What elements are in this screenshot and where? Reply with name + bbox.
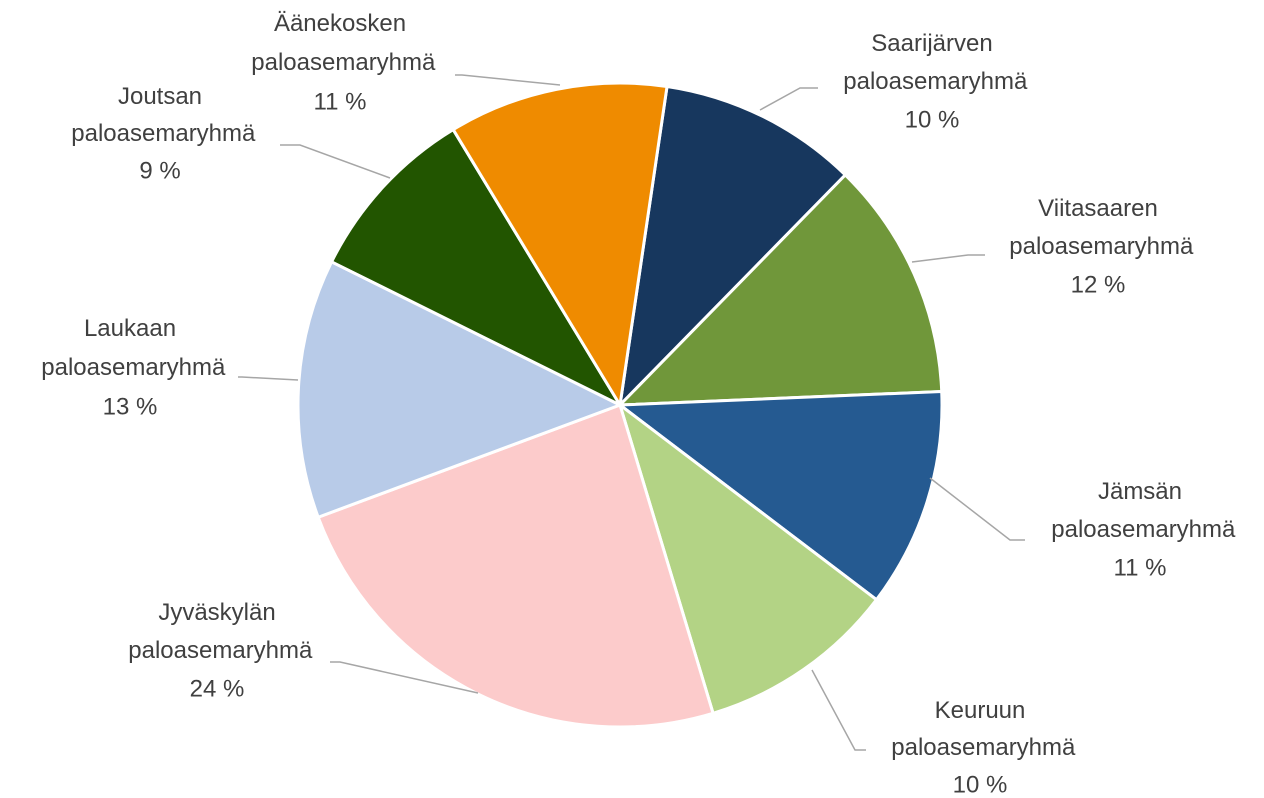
category-label: Keuruun paloasemaryhmä <box>885 697 1076 761</box>
leader-line <box>280 144 391 179</box>
leader-line <box>455 74 561 86</box>
leader-line <box>759 87 818 111</box>
leader-line <box>811 669 866 751</box>
value-label: 24 % <box>190 675 245 702</box>
value-label: 12 % <box>1071 271 1126 298</box>
pie-slice <box>617 84 848 410</box>
value-label: 10 % <box>905 106 960 133</box>
pie-slice <box>296 259 624 520</box>
category-label: Saarijärven paloasemaryhmä <box>837 30 1028 95</box>
leader-line <box>929 477 1025 541</box>
category-label: Joutsan paloasemaryhmä <box>65 83 256 147</box>
pie-slice <box>329 127 624 409</box>
category-label: Jyväskylän paloasemaryhmä <box>122 599 313 664</box>
value-label: 13 % <box>103 393 158 420</box>
pie-slice <box>617 401 879 716</box>
leader-line <box>330 661 479 694</box>
leader-line <box>238 376 299 381</box>
leader-line <box>911 254 985 263</box>
value-label: 10 % <box>953 771 1008 798</box>
value-label: 11 % <box>1114 554 1167 581</box>
category-label: Jämsän paloasemaryhmä <box>1045 478 1236 543</box>
pie-slice <box>615 389 944 602</box>
category-label: Viitasaaren paloasemaryhmä <box>1003 195 1194 260</box>
pie-slice <box>451 81 669 410</box>
value-label: 11 % <box>314 88 367 115</box>
category-label: Laukaan paloasemaryhmä <box>35 315 226 381</box>
value-label: 9 % <box>139 157 180 184</box>
pie-slice <box>616 172 944 407</box>
category-label: Äänekosken paloasemaryhmä <box>245 10 436 76</box>
